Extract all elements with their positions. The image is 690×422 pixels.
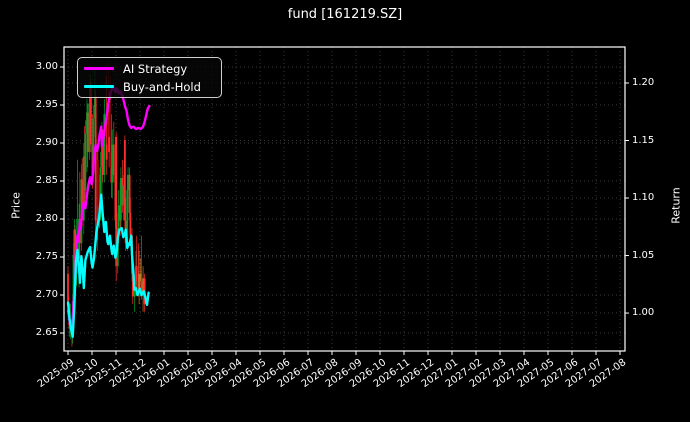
buy-and-hold-line <box>66 193 150 338</box>
price-tick-label: 3.00 <box>35 60 58 72</box>
price-tick-label: 2.70 <box>35 288 58 300</box>
gridlines <box>64 47 625 351</box>
return-tick-label: 1.00 <box>632 307 655 319</box>
ai-strategy-line <box>66 86 151 333</box>
price-tick-label: 2.75 <box>35 250 58 262</box>
ai-strategy-legend-label: AI Strategy <box>123 61 188 76</box>
return-tick-label: 1.15 <box>632 134 655 146</box>
tick-marks <box>60 66 629 355</box>
candlestick-series <box>67 62 146 347</box>
axes-spines <box>63 46 626 352</box>
price-tick-label: 2.65 <box>35 326 58 338</box>
price-tick-label: 2.95 <box>35 98 58 110</box>
plot-group <box>60 46 629 355</box>
ai-strategy-line-swatch <box>84 67 114 70</box>
return-tick-label: 1.10 <box>632 192 655 204</box>
chart-title: fund [161219.SZ] <box>287 7 403 22</box>
legend-item-buy-and-hold: Buy-and-Hold <box>84 79 215 94</box>
buy-and-hold-line-swatch <box>84 85 114 88</box>
return-tick-label: 1.05 <box>632 249 655 261</box>
legend: AI Strategy Buy-and-Hold <box>77 57 222 98</box>
price-tick-label: 2.80 <box>35 212 58 224</box>
buy-and-hold-legend-label: Buy-and-Hold <box>123 79 201 94</box>
price-tick-label: 2.85 <box>35 174 58 186</box>
return-tick-label: 1.20 <box>632 77 655 88</box>
legend-item-ai-strategy: AI Strategy <box>84 61 215 76</box>
price-tick-label: 2.90 <box>35 136 58 148</box>
